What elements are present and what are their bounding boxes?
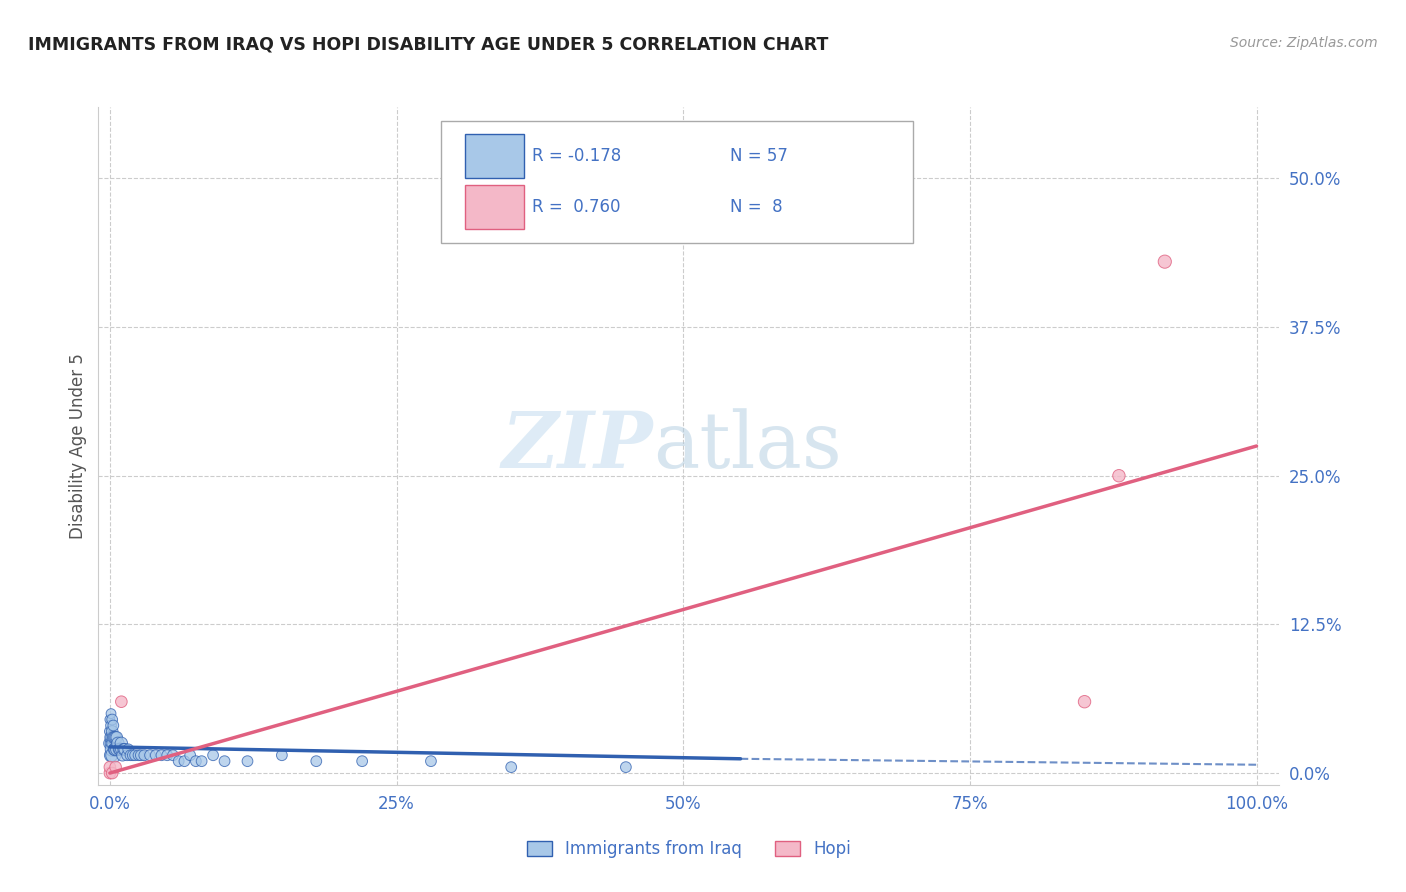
Text: Source: ZipAtlas.com: Source: ZipAtlas.com	[1230, 36, 1378, 50]
Point	[100, 736, 122, 750]
FancyBboxPatch shape	[464, 134, 523, 178]
Text: IMMIGRANTS FROM IRAQ VS HOPI DISABILITY AGE UNDER 5 CORRELATION CHART: IMMIGRANTS FROM IRAQ VS HOPI DISABILITY …	[28, 36, 828, 54]
Point	[128, 748, 150, 763]
Point	[98, 724, 121, 739]
Point	[117, 742, 139, 756]
Point	[107, 736, 129, 750]
Point	[100, 731, 122, 745]
Legend: Immigrants from Iraq, Hopi: Immigrants from Iraq, Hopi	[520, 833, 858, 864]
Point	[139, 748, 162, 763]
Point	[103, 736, 125, 750]
FancyBboxPatch shape	[464, 185, 523, 229]
Point	[101, 713, 124, 727]
Y-axis label: Disability Age Under 5: Disability Age Under 5	[69, 353, 87, 539]
Point	[121, 748, 143, 763]
Point	[110, 736, 132, 750]
Point	[162, 748, 184, 763]
Point	[100, 748, 122, 763]
Point	[103, 718, 125, 732]
Point	[150, 748, 173, 763]
Point	[108, 742, 131, 756]
Point	[101, 731, 124, 745]
Text: N =  8: N = 8	[730, 198, 783, 217]
Point	[101, 724, 124, 739]
Point	[190, 754, 212, 768]
Point	[98, 760, 121, 774]
Point	[103, 731, 125, 745]
Point	[1073, 695, 1095, 709]
Point	[114, 742, 136, 756]
Point	[111, 748, 134, 763]
Point	[202, 748, 225, 763]
Text: R = -0.178: R = -0.178	[531, 147, 621, 165]
Point	[101, 766, 124, 780]
Point	[1108, 468, 1130, 483]
Point	[98, 736, 121, 750]
Text: ZIP: ZIP	[502, 408, 654, 484]
FancyBboxPatch shape	[441, 120, 914, 243]
Point	[105, 742, 128, 756]
Point	[124, 748, 146, 763]
Point	[120, 748, 142, 763]
Point	[110, 695, 132, 709]
Point	[305, 754, 328, 768]
Point	[420, 754, 443, 768]
Point	[236, 754, 259, 768]
Point	[98, 713, 121, 727]
Point	[110, 742, 132, 756]
Point	[167, 754, 190, 768]
Point	[104, 731, 127, 745]
Point	[134, 748, 156, 763]
Point	[103, 748, 125, 763]
Point	[108, 742, 131, 756]
Point	[614, 760, 637, 774]
Point	[173, 754, 195, 768]
Point	[100, 718, 122, 732]
Point	[179, 748, 201, 763]
Point	[214, 754, 236, 768]
Point	[184, 754, 207, 768]
Point	[129, 748, 152, 763]
Text: N = 57: N = 57	[730, 147, 789, 165]
Point	[104, 760, 127, 774]
Point	[104, 742, 127, 756]
Point	[145, 748, 167, 763]
Point	[156, 748, 179, 763]
Point	[105, 731, 128, 745]
Point	[98, 766, 121, 780]
Point	[1153, 254, 1175, 268]
Point	[270, 748, 292, 763]
Point	[103, 731, 125, 745]
Point	[100, 706, 122, 721]
Point	[115, 748, 138, 763]
Text: atlas: atlas	[654, 409, 842, 483]
Point	[352, 754, 374, 768]
Point	[112, 742, 135, 756]
Point	[501, 760, 523, 774]
Text: R =  0.760: R = 0.760	[531, 198, 620, 217]
Point	[101, 742, 124, 756]
Point	[103, 742, 125, 756]
